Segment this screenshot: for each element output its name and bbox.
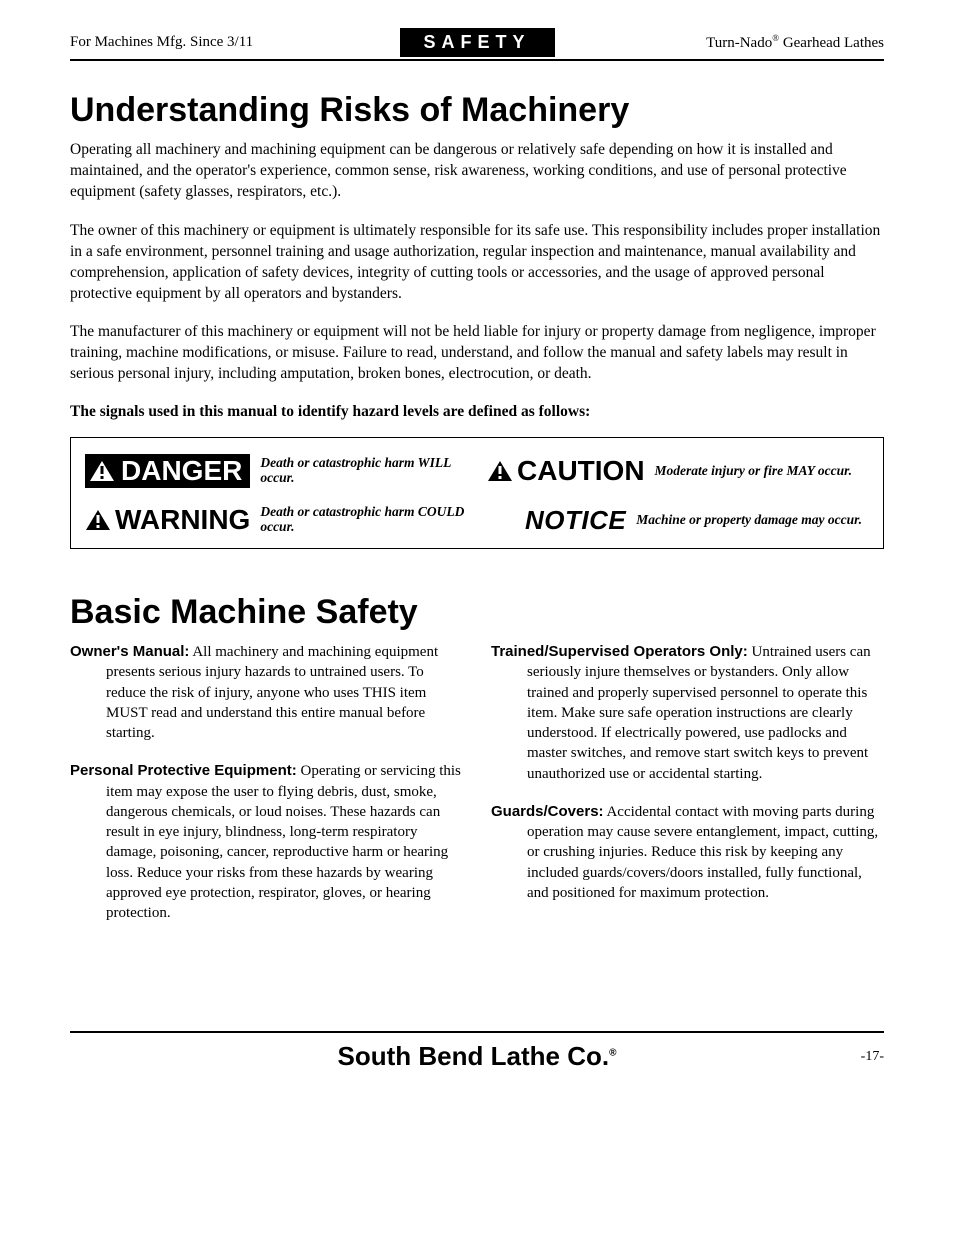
alert-triangle-icon	[89, 460, 115, 482]
header-right-pre: Turn-Nado	[706, 35, 772, 51]
safety-item: Guards/Covers: Accidental contact with m…	[491, 802, 884, 903]
item-body: Operating or servicing this item may exp…	[106, 763, 461, 921]
hazard-danger: DANGER Death or catastrophic harm WILL o…	[85, 454, 467, 488]
warning-badge: WARNING	[85, 504, 250, 536]
header-right-post: Gearhead Lathes	[779, 35, 884, 51]
caution-label: CAUTION	[517, 455, 645, 487]
column-right: Trained/Supervised Operators Only: Untra…	[491, 642, 884, 941]
safety-item: Owner's Manual: All machinery and machin…	[70, 642, 463, 743]
section2-title: Basic Machine Safety	[70, 593, 884, 632]
safety-items-columns: Owner's Manual: All machinery and machin…	[70, 642, 884, 941]
page-footer: South Bend Lathe Co.® -17-	[70, 1031, 884, 1072]
header-left: For Machines Mfg. Since 3/11	[70, 34, 400, 51]
column-left: Owner's Manual: All machinery and machin…	[70, 642, 463, 941]
header-right: Turn-Nado® Gearhead Lathes	[555, 33, 885, 52]
caution-badge: CAUTION	[487, 455, 645, 487]
danger-desc: Death or catastrophic harm WILL occur.	[260, 456, 467, 486]
footer-page-number: -17-	[861, 1049, 884, 1065]
alert-triangle-icon	[85, 509, 111, 531]
item-title: Owner's Manual:	[70, 643, 189, 660]
caution-desc: Moderate injury or fire MAY occur.	[655, 464, 853, 479]
section1-p2: The owner of this machinery or equipment…	[70, 221, 884, 305]
warning-desc: Death or catastrophic harm COULD occur.	[260, 505, 467, 535]
alert-triangle-icon	[487, 460, 513, 482]
section1-p1: Operating all machinery and machining eq…	[70, 140, 884, 203]
page-header: For Machines Mfg. Since 3/11 SAFETY Turn…	[70, 28, 884, 61]
hazard-caution: CAUTION Moderate injury or fire MAY occu…	[487, 454, 869, 488]
section1-p3: The manufacturer of this machinery or eq…	[70, 322, 884, 385]
item-title: Guards/Covers:	[491, 803, 604, 820]
notice-desc: Machine or property damage may occur.	[636, 513, 862, 528]
warning-label: WARNING	[115, 504, 250, 536]
item-body: Untrained users can seriously injure the…	[527, 644, 871, 782]
hazard-definitions-box: DANGER Death or catastrophic harm WILL o…	[70, 437, 884, 549]
item-title: Personal Protective Equipment:	[70, 762, 297, 779]
header-center-badge: SAFETY	[400, 28, 555, 57]
signals-intro: The signals used in this manual to ident…	[70, 403, 884, 421]
item-title: Trained/Supervised Operators Only:	[491, 643, 748, 660]
danger-label: DANGER	[121, 455, 242, 487]
hazard-warning: WARNING Death or catastrophic harm COULD…	[85, 504, 467, 536]
footer-brand-text: South Bend Lathe Co.	[338, 1041, 610, 1071]
danger-badge: DANGER	[85, 454, 250, 488]
safety-item: Personal Protective Equipment: Operating…	[70, 761, 463, 923]
notice-label: NOTICE	[525, 505, 626, 536]
safety-item: Trained/Supervised Operators Only: Untra…	[491, 642, 884, 784]
section1-title: Understanding Risks of Machinery	[70, 91, 884, 130]
footer-brand: South Bend Lathe Co.®	[70, 1041, 884, 1072]
hazard-notice: NOTICE Machine or property damage may oc…	[487, 504, 869, 536]
registered-icon: ®	[609, 1048, 616, 1059]
